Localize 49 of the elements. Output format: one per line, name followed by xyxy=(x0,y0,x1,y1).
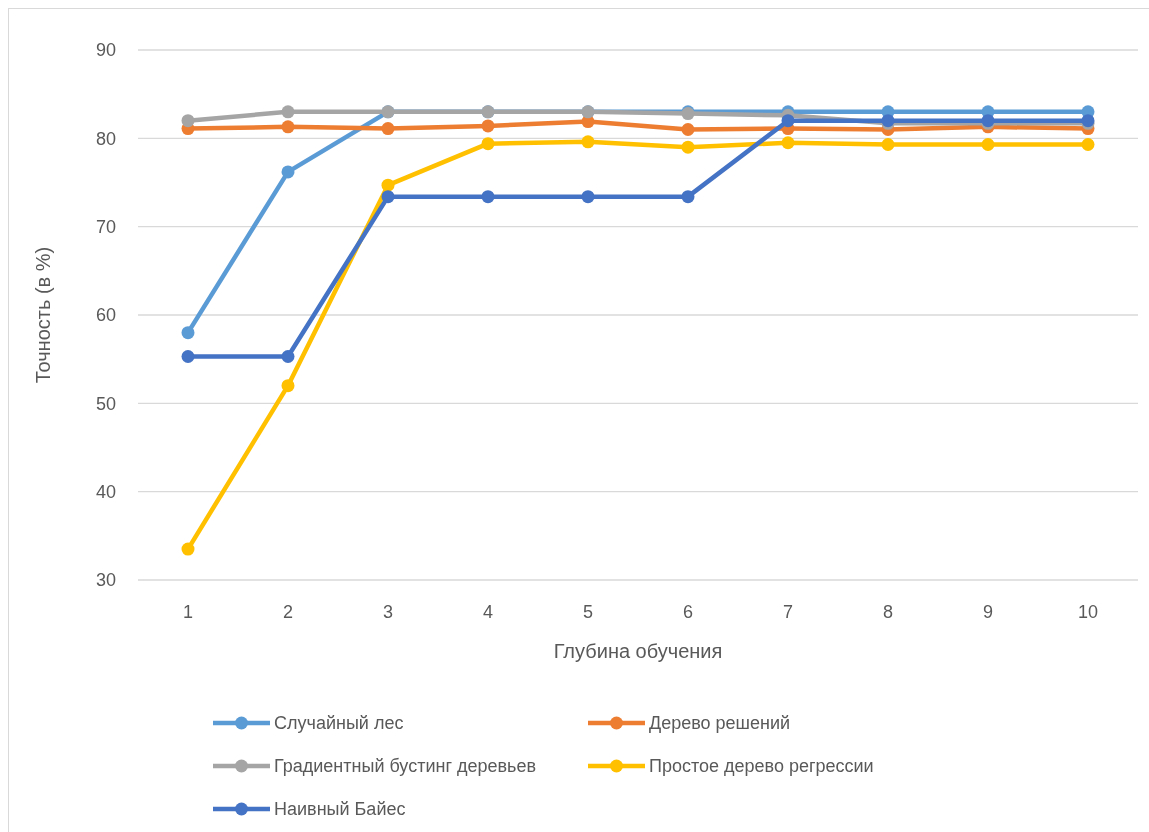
point xyxy=(581,135,595,149)
y-tick-label: 60 xyxy=(95,305,116,326)
point xyxy=(881,138,895,152)
legend-label: Дерево решений xyxy=(649,713,791,734)
x-tick-label: 5 xyxy=(582,602,594,622)
x-tick-label: 6 xyxy=(682,602,694,622)
point xyxy=(281,350,295,364)
point xyxy=(181,542,195,556)
point xyxy=(1081,138,1095,152)
y-tick-label: 80 xyxy=(95,128,116,149)
y-axis-title: Точность (в %) xyxy=(32,246,54,384)
y-tick-label: 30 xyxy=(95,570,116,591)
point xyxy=(281,165,295,179)
x-tick-label: 8 xyxy=(882,602,894,622)
point xyxy=(181,114,195,128)
x-tick-label: 10 xyxy=(1077,602,1099,622)
x-tick-label: 9 xyxy=(982,602,994,622)
y-tick-label: 50 xyxy=(95,393,116,414)
point xyxy=(281,379,295,393)
point xyxy=(181,326,195,340)
point xyxy=(481,190,495,204)
point xyxy=(681,123,695,136)
point xyxy=(981,138,995,152)
point xyxy=(381,178,395,192)
point xyxy=(781,114,795,128)
x-tick-label: 1 xyxy=(182,602,194,622)
x-tick-label: 7 xyxy=(782,602,794,622)
point xyxy=(481,119,495,133)
y-tick-label: 70 xyxy=(95,216,116,237)
point xyxy=(281,120,295,134)
point xyxy=(381,122,395,136)
x-tick-label: 3 xyxy=(382,602,394,622)
point xyxy=(481,137,495,151)
y-tick-label: 40 xyxy=(95,481,116,502)
x-axis-title: Глубина обучения xyxy=(553,640,723,662)
x-tick-label: 4 xyxy=(482,602,494,622)
point xyxy=(681,140,695,154)
point xyxy=(281,105,295,119)
point xyxy=(381,190,395,204)
legend-label: Градиентный бустинг деревьев xyxy=(274,756,537,777)
legend-label: Случайный лес xyxy=(274,713,404,734)
point xyxy=(181,350,195,364)
y-tick-label: 90 xyxy=(95,40,116,61)
legend-label: Простое дерево регрессии xyxy=(649,756,874,777)
legend-label: Наивный Байес xyxy=(274,799,406,820)
point xyxy=(781,136,795,150)
point xyxy=(581,190,595,204)
point xyxy=(681,190,695,204)
x-tick-label: 2 xyxy=(282,602,294,622)
